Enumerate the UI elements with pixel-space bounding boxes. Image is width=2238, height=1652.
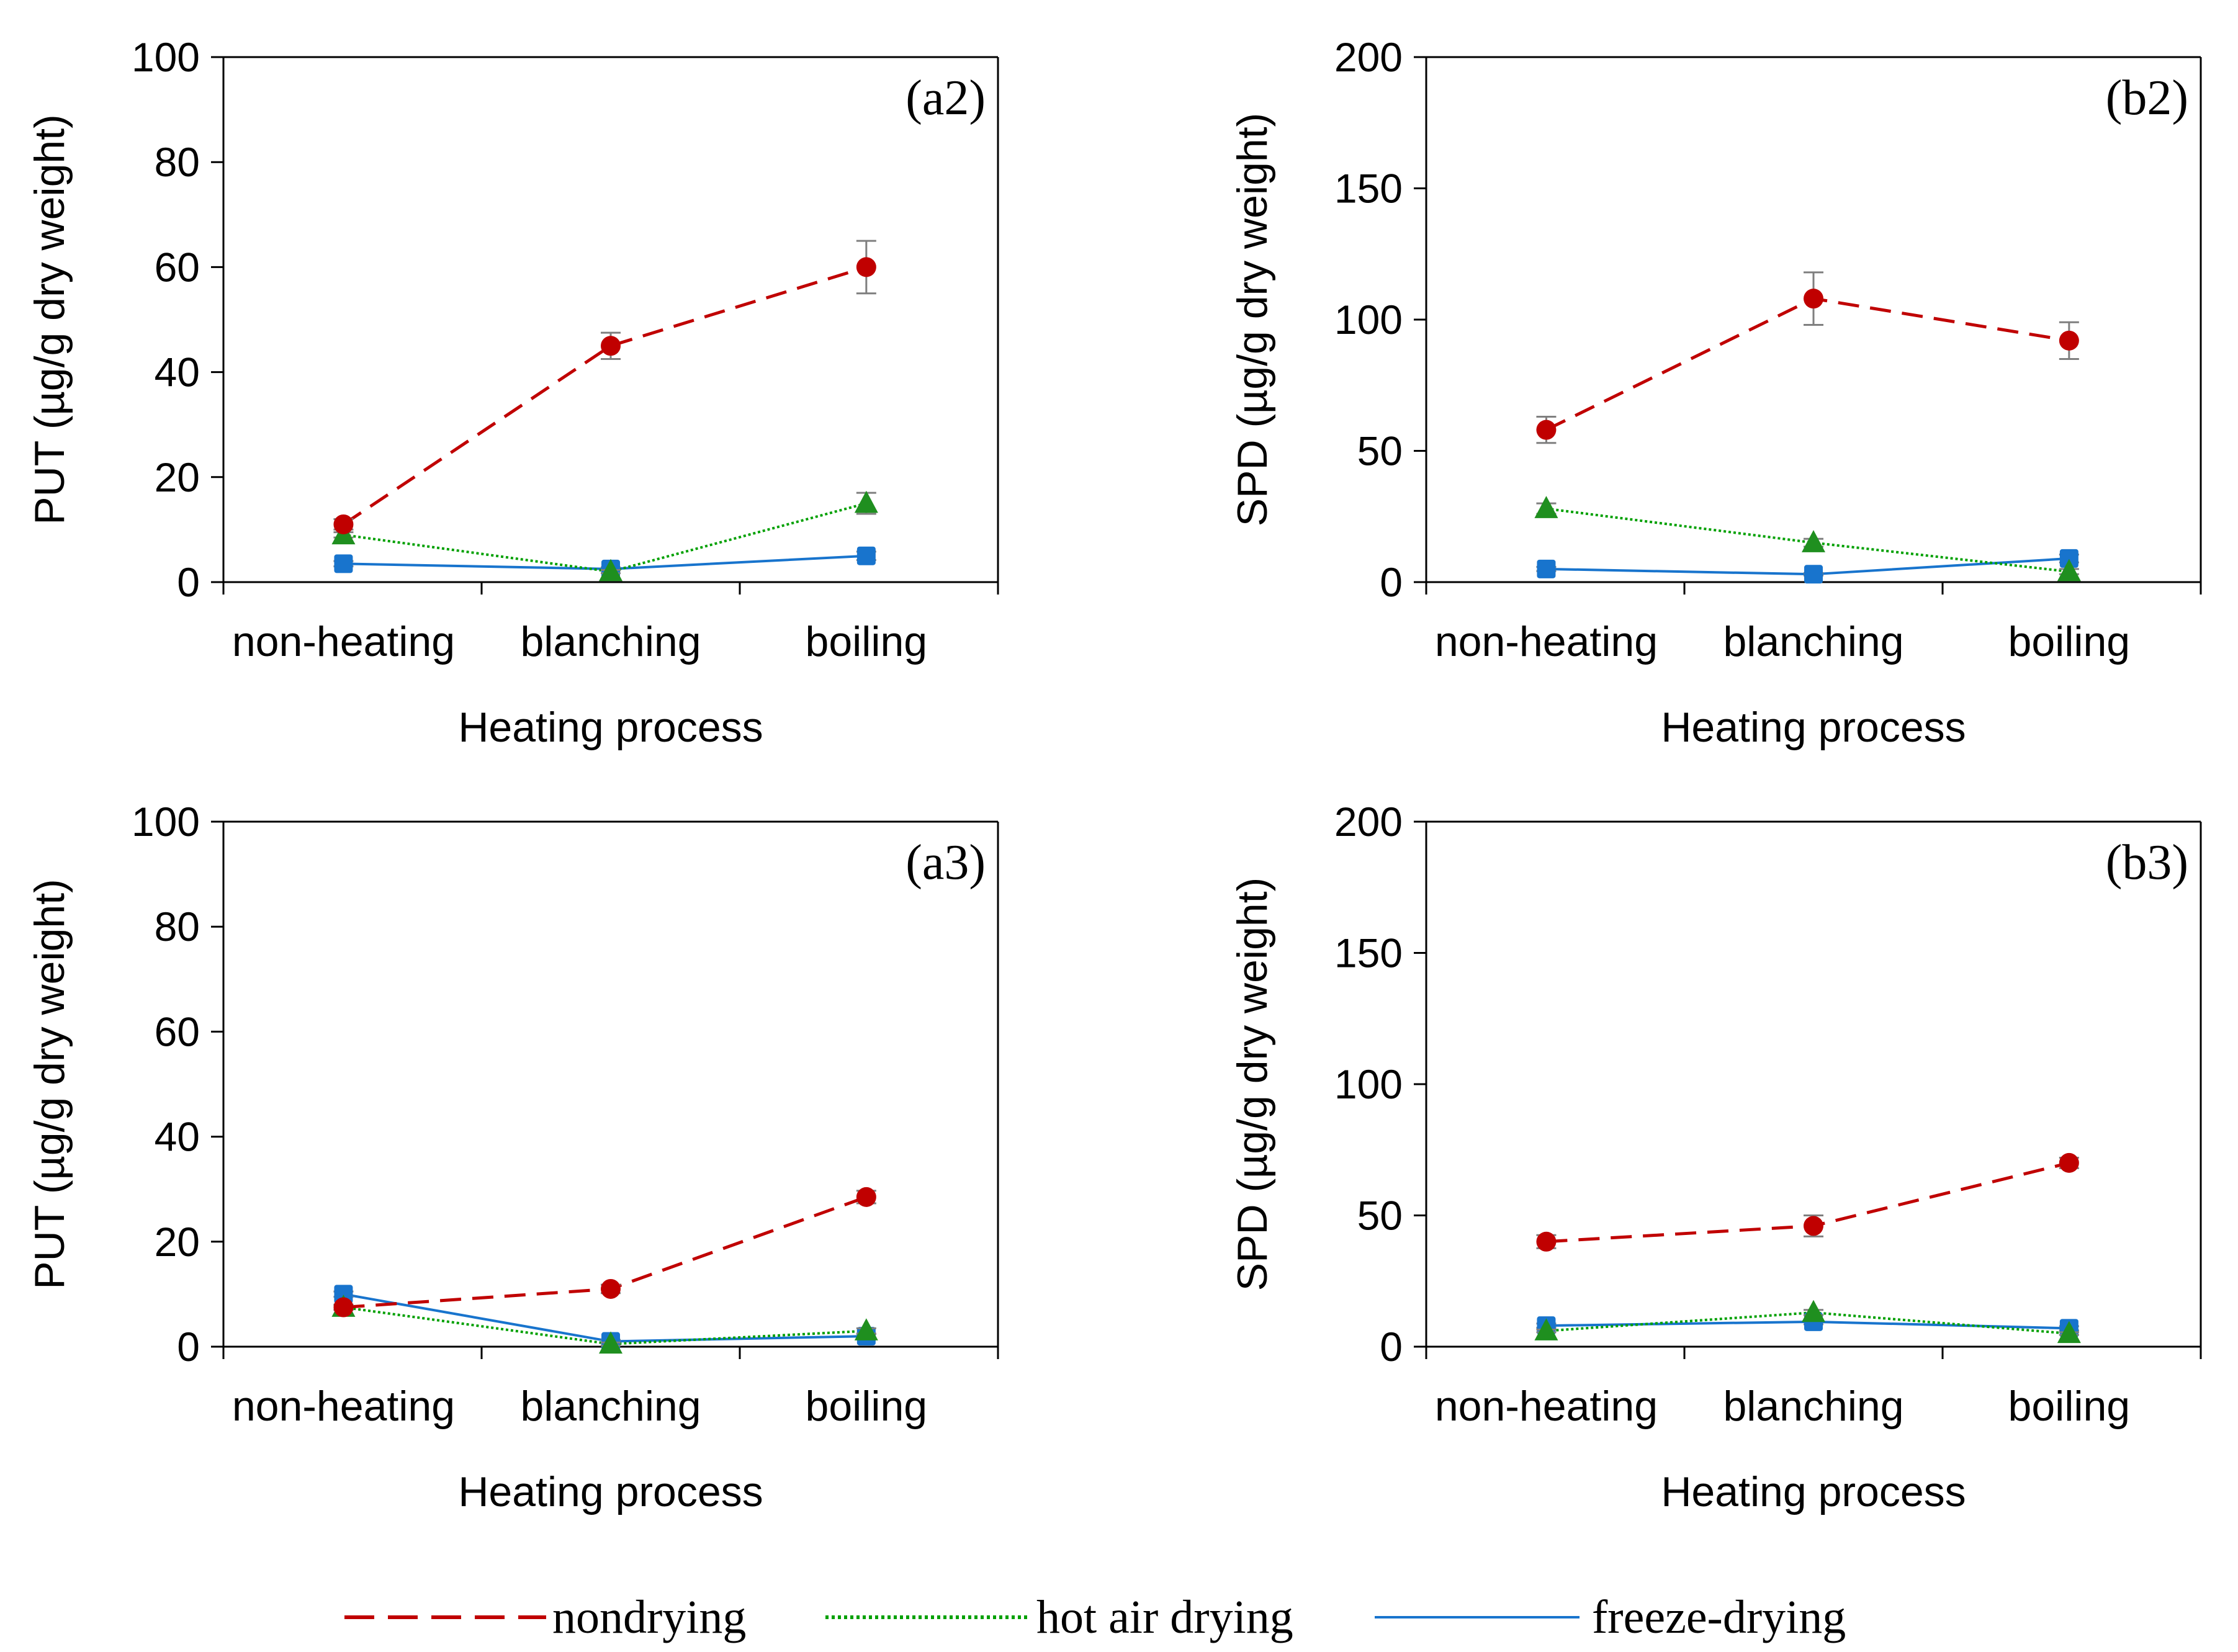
point-hot-air-drying: [2057, 559, 2081, 581]
y-tick-label: 80: [155, 139, 200, 185]
point-nondrying: [1536, 420, 1557, 440]
point-nondrying: [856, 257, 876, 277]
panel-b2: 0 50 100 150 200 non-heating blanching boiling H…: [1229, 34, 2202, 751]
point-nondrying: [856, 1187, 876, 1207]
y-axis-title: SPD (µg/g dry weight): [1229, 113, 1276, 527]
x-axis-title: Heating process: [458, 1468, 763, 1515]
x-tick-label: boiling: [806, 618, 928, 665]
legend-label-freeze-drying: freeze-drying: [1592, 1591, 1846, 1643]
point-nondrying: [601, 336, 621, 356]
y-tick-label: 0: [177, 559, 200, 605]
panel-label: (b3): [2106, 835, 2188, 890]
legend-item-hot-air-drying: hot air drying: [825, 1591, 1293, 1643]
y-tick-label: 0: [1380, 559, 1403, 605]
point-freeze-drying: [1804, 565, 1823, 584]
y-tick-label: 60: [155, 244, 200, 290]
point-nondrying: [1536, 1231, 1557, 1252]
series-line-nondrying: [1545, 297, 2070, 431]
point-nondrying: [1804, 289, 1823, 309]
point-freeze-drying: [2059, 549, 2078, 568]
point-nondrying: [333, 514, 354, 534]
panel-label: (a3): [906, 835, 986, 890]
x-tick-label: non-heating: [232, 1383, 455, 1430]
x-tick-label: non-heating: [1435, 1383, 1658, 1430]
y-axis-title: SPD (µg/g dry weight): [1229, 878, 1276, 1291]
point-nondrying: [2059, 1152, 2079, 1173]
panel-label: (a2): [906, 71, 986, 125]
y-tick-label: 50: [1357, 1193, 1403, 1239]
y-tick-label: 80: [155, 904, 200, 949]
x-axis-title: Heating process: [458, 704, 763, 751]
legend-label-hot-air-drying: hot air drying: [1036, 1591, 1293, 1643]
x-tick-label: boiling: [2008, 618, 2131, 665]
point-nondrying: [1804, 1216, 1823, 1236]
legend-label-nondrying: nondrying: [552, 1591, 746, 1643]
legend-item-freeze-drying: freeze-drying: [1375, 1591, 1846, 1643]
point-nondrying: [601, 1278, 621, 1299]
y-axis-title: PUT (µg/g dry weight): [26, 879, 73, 1289]
y-tick-label: 0: [1380, 1324, 1403, 1370]
point-hot-air-drying: [599, 1331, 622, 1354]
legend-item-nondrying: nondrying: [344, 1591, 746, 1643]
x-axis-title: Heating process: [1661, 704, 1966, 751]
y-tick-label: 200: [1334, 34, 1403, 80]
y-tick-label: 60: [155, 1008, 200, 1054]
point-nondrying: [333, 1297, 354, 1318]
panel-a3: 0 20 40 60 80 100 non-heating blanching boiling H…: [26, 799, 999, 1515]
x-axis-title: Heating process: [1661, 1468, 1966, 1515]
panel-b3: 0 50 100 150 200 non-heating blanching boiling H…: [1229, 799, 2202, 1515]
panel-label: (b2): [2106, 71, 2188, 125]
point-freeze-drying: [334, 554, 353, 573]
panel-a2: 0 20 40 60 80 100 non-heating blanching boiling H…: [26, 34, 999, 751]
x-tick-label: blanching: [1723, 618, 1903, 665]
y-tick-label: 40: [155, 1114, 200, 1160]
y-tick-label: 100: [1334, 297, 1403, 343]
y-tick-label: 150: [1334, 930, 1403, 976]
y-tick-label: 40: [155, 349, 200, 395]
series-line-nondrying: [343, 266, 867, 526]
y-tick-label: 50: [1357, 428, 1403, 474]
x-tick-label: non-heating: [1435, 618, 1658, 665]
x-tick-label: blanching: [520, 1383, 701, 1430]
point-nondrying: [2059, 330, 2079, 351]
x-tick-label: boiling: [2008, 1383, 2131, 1430]
point-hot-air-drying: [854, 1318, 878, 1340]
legend: nondrying hot air drying freeze-drying: [344, 1591, 1846, 1643]
series-line-hot-air-drying: [1546, 1311, 2070, 1335]
y-tick-label: 100: [1334, 1061, 1403, 1107]
y-tick-label: 200: [1334, 799, 1403, 845]
x-tick-label: non-heating: [232, 618, 455, 665]
point-freeze-drying: [1537, 559, 1556, 578]
point-hot-air-drying: [1802, 530, 1825, 552]
point-hot-air-drying: [1802, 1300, 1825, 1322]
y-tick-label: 100: [132, 799, 200, 845]
point-hot-air-drying: [1534, 496, 1558, 518]
y-tick-label: 100: [132, 34, 200, 80]
x-tick-label: blanching: [1723, 1383, 1903, 1430]
point-hot-air-drying: [599, 559, 622, 581]
y-tick-label: 150: [1334, 166, 1403, 212]
point-hot-air-drying: [854, 490, 878, 513]
series-line-hot-air-drying: [1546, 507, 2070, 573]
point-hot-air-drying: [1534, 1318, 1558, 1340]
x-tick-label: blanching: [520, 618, 701, 665]
x-tick-label: boiling: [806, 1383, 928, 1430]
point-freeze-drying: [856, 546, 876, 565]
y-tick-label: 0: [177, 1324, 200, 1370]
y-tick-label: 20: [155, 1219, 200, 1265]
point-hot-air-drying: [2057, 1321, 2081, 1344]
chart-panels: 0 20 40 60 80 100 non-heating blanching boiling H…: [26, 34, 2202, 1515]
y-tick-label: 20: [155, 454, 200, 500]
y-axis-title: PUT (µg/g dry weight): [26, 114, 73, 524]
